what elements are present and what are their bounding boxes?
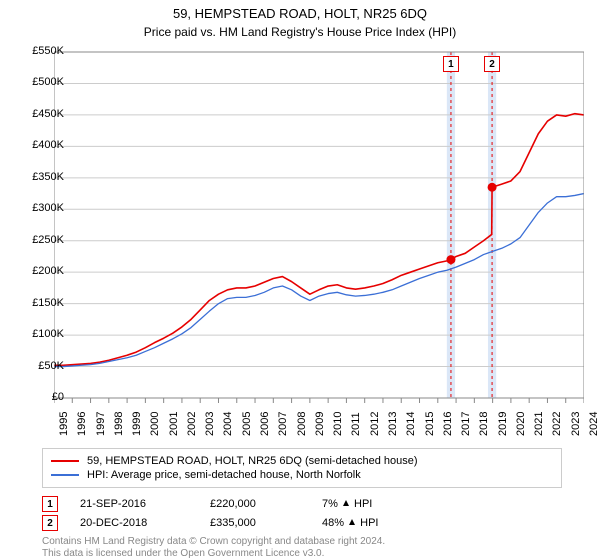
y-tick-label: £400K [10,139,64,151]
subtitle: Price paid vs. HM Land Registry's House … [0,25,600,39]
arrow-up-icon [347,517,357,529]
sale-price: £335,000 [210,517,300,529]
sale-row-marker: 2 [42,515,58,531]
x-tick-label: 2017 [460,412,472,436]
legend-item: HPI: Average price, semi-detached house,… [51,469,553,481]
y-tick-label: £100K [10,328,64,340]
y-tick-label: £500K [10,76,64,88]
x-tick-label: 2023 [570,412,582,436]
x-tick-label: 2005 [241,412,253,436]
sale-date: 20-DEC-2018 [80,517,188,529]
arrow-up-icon [341,498,351,510]
sale-dot-2 [488,183,497,192]
sale-row-marker: 1 [42,496,58,512]
x-tick-label: 2015 [424,412,436,436]
x-tick-label: 1997 [95,412,107,436]
x-tick-label: 2003 [204,412,216,436]
x-tick-label: 1995 [58,412,70,436]
x-tick-label: 2022 [551,412,563,436]
y-tick-label: £150K [10,297,64,309]
x-tick-label: 2004 [222,412,234,436]
y-tick-label: £200K [10,265,64,277]
x-tick-label: 2007 [277,412,289,436]
x-tick-label: 2002 [186,412,198,436]
x-tick-label: 2019 [497,412,509,436]
x-tick-label: 1998 [113,412,125,436]
page-root: 59, HEMPSTEAD ROAD, HOLT, NR25 6DQ Price… [0,0,600,560]
sales-table: 1 21-SEP-2016 £220,000 7% HPI 2 20-DEC-2018 £3… [42,493,562,534]
y-tick-label: £300K [10,202,64,214]
sale-delta: 7% HPI [322,498,412,510]
x-tick-label: 2010 [332,412,344,436]
sale-marker-box-1: 1 [443,56,459,72]
x-tick-label: 2013 [387,412,399,436]
x-tick-label: 2012 [369,412,381,436]
sale-date: 21-SEP-2016 [80,498,188,510]
y-tick-label: £450K [10,108,64,120]
x-axis-year-labels: 1995 1996 1997 1998 1999 2000 2001 2002 2003 2004… [54,400,584,450]
footnote-line-1: Contains HM Land Registry data © Crown c… [42,536,385,547]
y-tick-label: £350K [10,171,64,183]
legend-swatch [51,474,79,476]
sale-marker-box-2: 2 [484,56,500,72]
sale-dot-1 [446,255,455,264]
y-tick-label: £250K [10,234,64,246]
y-tick-label: £550K [10,45,64,57]
x-tick-label: 2016 [442,412,454,436]
y-tick-label: £0 [10,391,64,403]
x-tick-label: 2009 [314,412,326,436]
x-tick-label: 1996 [76,412,88,436]
address-title: 59, HEMPSTEAD ROAD, HOLT, NR25 6DQ [0,6,600,21]
x-tick-label: 2011 [350,412,362,436]
footnote-line-2: This data is licensed under the Open Gov… [42,548,324,559]
price-chart: 12 [54,48,584,398]
sale-row: 1 21-SEP-2016 £220,000 7% HPI [42,496,562,512]
x-tick-label: 2021 [533,412,545,436]
legend-label: 59, HEMPSTEAD ROAD, HOLT, NR25 6DQ (semi… [87,455,418,467]
legend-label: HPI: Average price, semi-detached house,… [87,469,361,481]
x-tick-label: 2008 [296,412,308,436]
y-tick-label: £50K [10,360,64,372]
x-tick-label: 2018 [478,412,490,436]
x-tick-label: 2006 [259,412,271,436]
legend-item: 59, HEMPSTEAD ROAD, HOLT, NR25 6DQ (semi… [51,455,553,467]
x-tick-label: 2014 [405,412,417,436]
sale-delta: 48% HPI [322,517,412,529]
sale-row: 2 20-DEC-2018 £335,000 48% HPI [42,515,562,531]
chart-svg [54,48,584,406]
x-tick-label: 1999 [131,412,143,436]
x-tick-label: 2020 [515,412,527,436]
legend-box: 59, HEMPSTEAD ROAD, HOLT, NR25 6DQ (semi… [42,448,562,488]
x-tick-label: 2000 [149,412,161,436]
x-tick-label: 2001 [168,412,180,436]
legend-swatch [51,460,79,462]
attribution-footnote: Contains HM Land Registry data © Crown c… [42,536,562,559]
sale-price: £220,000 [210,498,300,510]
x-tick-label: 2024 [588,412,600,436]
